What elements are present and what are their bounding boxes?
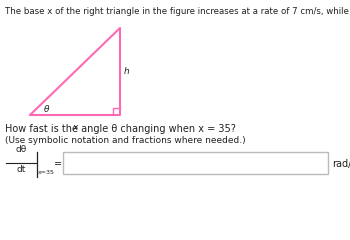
Text: (Use symbolic notation and fractions where needed.): (Use symbolic notation and fractions whe…: [5, 136, 246, 145]
Text: dθ: dθ: [15, 145, 27, 154]
Text: h: h: [124, 67, 130, 76]
Text: How fast is the angle θ changing when x = 35?: How fast is the angle θ changing when x …: [5, 124, 236, 134]
Text: The base x of the right triangle in the figure increases at a rate of 7 cm/s, wh: The base x of the right triangle in the …: [5, 7, 350, 16]
Text: x=35: x=35: [38, 170, 55, 175]
Text: x: x: [72, 123, 78, 132]
Text: rad/s: rad/s: [332, 159, 350, 169]
FancyBboxPatch shape: [63, 152, 328, 174]
Text: =: =: [54, 159, 62, 169]
Text: dt: dt: [16, 165, 26, 174]
Text: θ: θ: [44, 105, 49, 114]
